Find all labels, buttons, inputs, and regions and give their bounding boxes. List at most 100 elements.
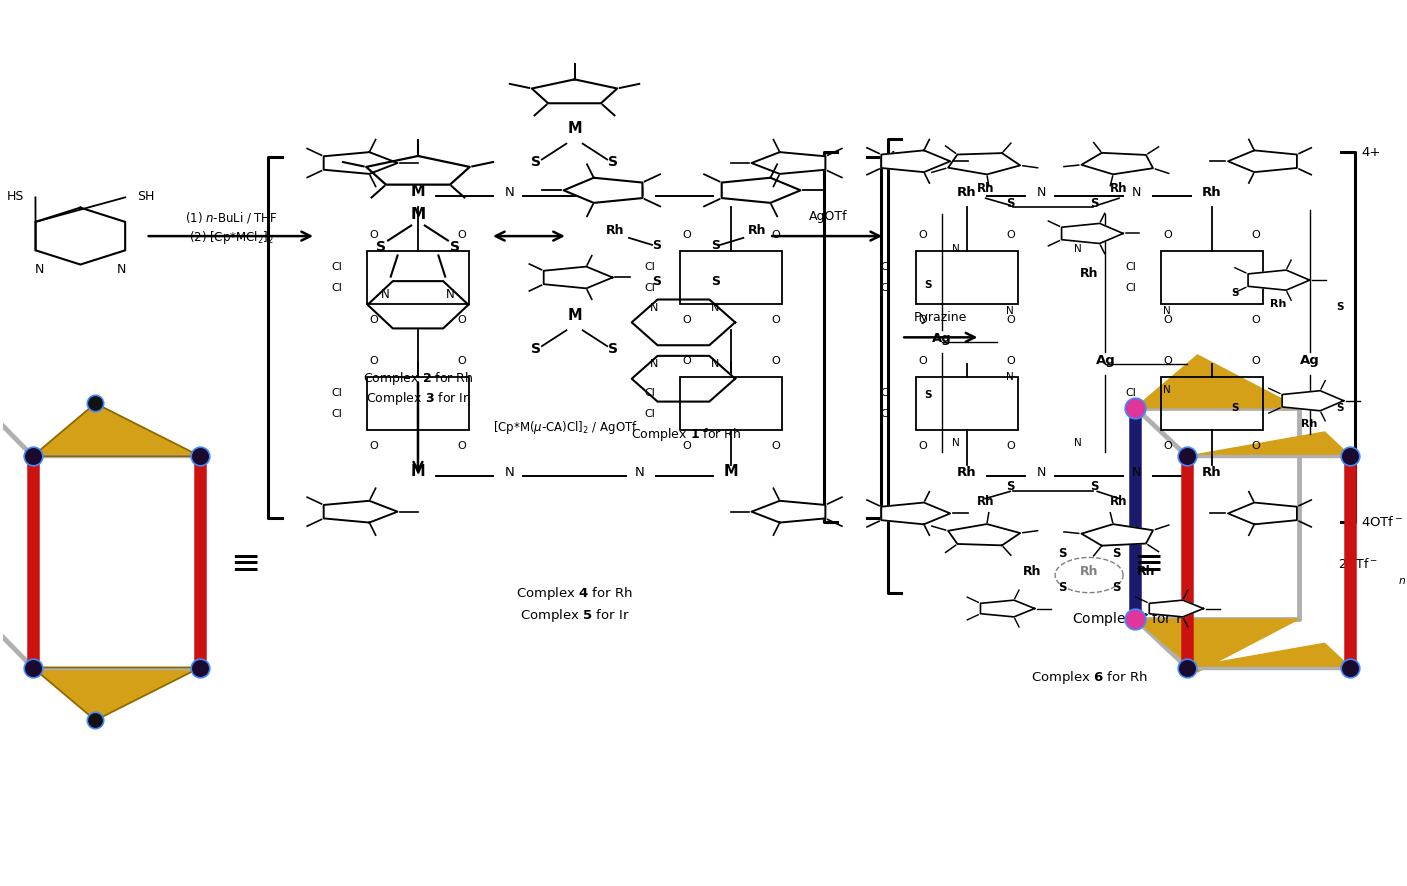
Text: O: O: [457, 441, 467, 451]
Text: M: M: [411, 184, 425, 199]
Bar: [916, 251, 1017, 304]
Text: S: S: [712, 275, 720, 288]
Text: N: N: [446, 288, 454, 300]
Text: N: N: [1006, 372, 1014, 382]
Point: [1176, 449, 1199, 463]
Text: S: S: [532, 155, 542, 168]
Text: O: O: [917, 355, 927, 366]
Polygon shape: [1188, 643, 1351, 667]
Polygon shape: [1188, 432, 1351, 456]
Text: Cl: Cl: [332, 262, 342, 272]
Text: S: S: [608, 155, 618, 168]
Text: Rh: Rh: [957, 466, 976, 479]
Text: O: O: [682, 315, 691, 325]
Text: O: O: [1164, 441, 1172, 451]
Polygon shape: [1135, 619, 1299, 672]
Polygon shape: [751, 501, 826, 523]
Polygon shape: [564, 178, 643, 203]
Text: M: M: [723, 184, 739, 199]
Text: O: O: [457, 315, 467, 325]
Text: S: S: [376, 239, 387, 253]
Text: N: N: [504, 466, 514, 479]
Text: M: M: [567, 307, 582, 323]
Polygon shape: [366, 156, 470, 184]
Polygon shape: [1228, 502, 1297, 525]
Text: N: N: [381, 288, 390, 300]
Polygon shape: [543, 267, 612, 288]
Polygon shape: [948, 524, 1020, 546]
Text: N: N: [1075, 245, 1082, 254]
Text: 4OTf$^-$: 4OTf$^-$: [888, 511, 930, 525]
Text: O: O: [1006, 355, 1016, 366]
Text: O: O: [917, 441, 927, 451]
Text: Rh: Rh: [976, 494, 995, 508]
Text: N: N: [635, 466, 644, 479]
Text: N: N: [650, 303, 658, 313]
Text: N: N: [635, 186, 644, 199]
Text: Cl: Cl: [332, 283, 342, 293]
Text: O: O: [917, 315, 927, 325]
Text: O: O: [1006, 441, 1016, 451]
Bar: [1161, 251, 1262, 304]
Polygon shape: [532, 80, 618, 104]
Text: Ag: Ag: [933, 331, 953, 345]
Text: N: N: [1037, 466, 1047, 479]
Polygon shape: [1150, 600, 1203, 617]
Text: Cl: Cl: [881, 409, 891, 419]
Point: [84, 396, 107, 410]
Text: Cl: Cl: [644, 409, 656, 419]
Text: Rh: Rh: [1110, 494, 1128, 508]
Text: S: S: [1006, 197, 1014, 210]
Text: Cl: Cl: [332, 388, 342, 398]
Text: S: S: [1335, 403, 1344, 413]
Polygon shape: [632, 356, 736, 401]
Bar: [680, 251, 782, 304]
Text: S: S: [1231, 403, 1238, 413]
Text: Rh: Rh: [976, 183, 995, 195]
Bar: [367, 251, 469, 304]
Text: O: O: [370, 355, 378, 366]
Text: N: N: [1162, 385, 1171, 395]
Text: O: O: [1251, 229, 1261, 239]
Point: [1339, 660, 1362, 674]
Polygon shape: [1061, 223, 1123, 244]
Text: N: N: [1133, 466, 1141, 479]
Text: S: S: [1090, 197, 1099, 210]
Text: O: O: [370, 315, 378, 325]
Text: Rh: Rh: [1079, 268, 1099, 281]
Text: N: N: [951, 245, 960, 254]
Text: Rh: Rh: [1023, 565, 1041, 578]
Point: [1176, 660, 1199, 674]
Text: O: O: [1251, 355, 1261, 366]
Text: S: S: [1335, 301, 1344, 312]
Text: N: N: [1006, 306, 1014, 316]
Text: O: O: [917, 229, 927, 239]
Bar: [367, 377, 469, 430]
Text: O: O: [1006, 315, 1016, 325]
Text: N: N: [1133, 186, 1141, 199]
Polygon shape: [32, 667, 200, 720]
Text: S: S: [532, 342, 542, 356]
Text: O: O: [771, 441, 779, 451]
Text: Complex $\mathbf{3}$ for Ir: Complex $\mathbf{3}$ for Ir: [366, 391, 470, 408]
Text: S: S: [1112, 581, 1120, 594]
Text: $\equiv$: $\equiv$: [224, 545, 259, 579]
Text: S: S: [651, 275, 661, 288]
Point: [84, 713, 107, 727]
Text: S: S: [712, 239, 720, 253]
Text: Cl: Cl: [881, 262, 891, 272]
Text: M: M: [723, 464, 739, 479]
Bar: [1161, 377, 1262, 430]
Text: O: O: [771, 355, 779, 366]
Text: [Cp*M($\mu$-CA)Cl]$_2$ / AgOTf: [Cp*M($\mu$-CA)Cl]$_2$ / AgOTf: [492, 419, 637, 436]
Text: M: M: [411, 206, 425, 222]
Polygon shape: [881, 502, 950, 525]
Text: SH: SH: [136, 190, 155, 203]
Text: O: O: [771, 229, 779, 239]
Polygon shape: [1282, 391, 1344, 411]
Text: M: M: [567, 121, 582, 136]
Point: [189, 660, 211, 674]
Text: O: O: [1164, 229, 1172, 239]
Text: Rh: Rh: [957, 186, 976, 199]
Text: N: N: [117, 263, 125, 276]
